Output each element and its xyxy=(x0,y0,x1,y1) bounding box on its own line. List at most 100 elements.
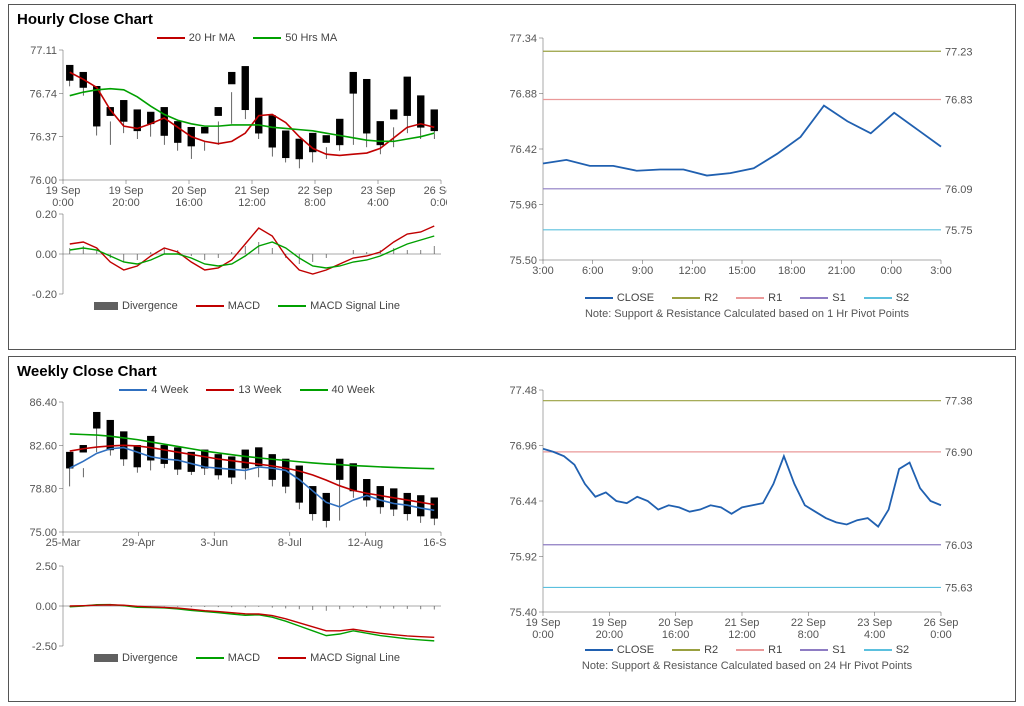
svg-text:2.50: 2.50 xyxy=(36,562,57,573)
weekly-sr-note: Note: Support & Resistance Calculated ba… xyxy=(497,660,997,672)
svg-text:75.92: 75.92 xyxy=(509,552,537,564)
legend-swatch xyxy=(278,657,306,659)
legend-label: 20 Hr MA xyxy=(189,32,235,44)
legend-label: 50 Hrs MA xyxy=(285,32,337,44)
hourly-sr-legend: CLOSE R2 R1 S1 S2 xyxy=(497,290,997,306)
svg-text:0:00: 0:00 xyxy=(430,197,447,209)
svg-text:26 Sep: 26 Sep xyxy=(424,185,447,197)
legend-label: 4 Week xyxy=(151,384,188,396)
legend-label: S2 xyxy=(896,292,909,304)
weekly-price-legend: 4 Week 13 Week 40 Week xyxy=(17,382,477,398)
legend-item: MACD Signal Line xyxy=(278,300,400,312)
weekly-price-chart: 75.0078.8082.6086.4025-Mar29-Apr3-Jun8-J… xyxy=(17,398,447,562)
legend-item: S1 xyxy=(800,292,845,304)
svg-text:0.00: 0.00 xyxy=(36,249,57,261)
svg-text:76.09: 76.09 xyxy=(945,184,973,196)
legend-label: R1 xyxy=(768,644,782,656)
legend-item: 20 Hr MA xyxy=(157,32,235,44)
svg-text:86.40: 86.40 xyxy=(29,398,57,409)
legend-item: CLOSE xyxy=(585,644,654,656)
svg-text:19 Sep: 19 Sep xyxy=(526,617,561,629)
svg-text:22 Sep: 22 Sep xyxy=(791,617,826,629)
svg-text:0:00: 0:00 xyxy=(930,629,951,641)
svg-text:76.37: 76.37 xyxy=(29,132,57,144)
legend-swatch xyxy=(94,302,118,310)
legend-label: CLOSE xyxy=(617,292,654,304)
legend-item: S1 xyxy=(800,644,845,656)
svg-text:12:00: 12:00 xyxy=(728,629,756,641)
hourly-price-chart: 76.0076.3776.7477.1119 Sep0:0019 Sep20:0… xyxy=(17,46,447,210)
legend-item: R2 xyxy=(672,292,718,304)
svg-text:4:00: 4:00 xyxy=(367,197,388,209)
legend-swatch xyxy=(800,297,828,299)
svg-text:26 Sep: 26 Sep xyxy=(924,617,959,629)
svg-text:15:00: 15:00 xyxy=(728,265,756,277)
legend-item: R1 xyxy=(736,292,782,304)
legend-item: Divergence xyxy=(94,300,178,312)
legend-item: 40 Week xyxy=(300,384,375,396)
legend-swatch xyxy=(300,389,328,391)
legend-item: S2 xyxy=(864,292,909,304)
hourly-body: 20 Hr MA50 Hrs MA 76.0076.3776.7477.1119… xyxy=(17,30,1007,340)
hourly-macd-legend: Divergence MACD MACD Signal Line xyxy=(17,298,477,314)
svg-text:78.80: 78.80 xyxy=(29,484,57,496)
hourly-price-legend: 20 Hr MA 50 Hrs MA xyxy=(17,30,477,46)
legend-swatch xyxy=(864,649,892,651)
svg-text:22 Sep: 22 Sep xyxy=(298,185,333,197)
svg-text:25-Mar: 25-Mar xyxy=(46,537,81,549)
svg-text:23 Sep: 23 Sep xyxy=(361,185,396,197)
legend-label: Divergence xyxy=(122,652,178,664)
svg-text:8-Jul: 8-Jul xyxy=(278,537,302,549)
svg-text:0:00: 0:00 xyxy=(532,629,553,641)
weekly-section: Weekly Close Chart 4 Week13 Week40 Week … xyxy=(8,356,1016,702)
legend-swatch xyxy=(278,305,306,307)
svg-text:76.74: 76.74 xyxy=(29,88,57,100)
svg-text:29-Apr: 29-Apr xyxy=(122,537,155,549)
legend-label: MACD xyxy=(228,652,260,664)
svg-text:12:00: 12:00 xyxy=(678,265,706,277)
hourly-macd-chart: -0.200.000.20 xyxy=(17,210,447,298)
svg-text:82.60: 82.60 xyxy=(29,440,57,452)
svg-text:6:00: 6:00 xyxy=(582,265,603,277)
legend-label: Divergence xyxy=(122,300,178,312)
svg-text:75.96: 75.96 xyxy=(509,200,537,212)
weekly-title: Weekly Close Chart xyxy=(17,363,1007,380)
legend-label: MACD xyxy=(228,300,260,312)
svg-text:-2.50: -2.50 xyxy=(32,641,57,650)
legend-item: 13 Week xyxy=(206,384,281,396)
svg-text:21:00: 21:00 xyxy=(828,265,856,277)
legend-item: MACD Signal Line xyxy=(278,652,400,664)
svg-text:75.75: 75.75 xyxy=(945,225,973,237)
svg-text:3:00: 3:00 xyxy=(532,265,553,277)
svg-text:18:00: 18:00 xyxy=(778,265,806,277)
hourly-right-col: 75.5075.9676.4276.8877.343:006:009:0012:… xyxy=(497,30,997,340)
svg-text:76.42: 76.42 xyxy=(509,144,537,156)
svg-text:77.38: 77.38 xyxy=(945,396,973,408)
legend-item: 50 Hrs MA xyxy=(253,32,337,44)
svg-text:3:00: 3:00 xyxy=(930,265,951,277)
svg-text:16:00: 16:00 xyxy=(662,629,690,641)
weekly-sr-legend: CLOSE R2 R1 S1 S2 xyxy=(497,642,997,658)
svg-text:20:00: 20:00 xyxy=(112,197,140,209)
svg-text:76.44: 76.44 xyxy=(509,496,537,508)
svg-text:21 Sep: 21 Sep xyxy=(725,617,760,629)
legend-label: S1 xyxy=(832,644,845,656)
hourly-title: Hourly Close Chart xyxy=(17,11,1007,28)
svg-text:19 Sep: 19 Sep xyxy=(592,617,627,629)
legend-label: R2 xyxy=(704,644,718,656)
legend-swatch xyxy=(736,649,764,651)
svg-text:20:00: 20:00 xyxy=(596,629,624,641)
legend-label: CLOSE xyxy=(617,644,654,656)
legend-label: S2 xyxy=(896,644,909,656)
legend-item: 4 Week xyxy=(119,384,188,396)
legend-swatch xyxy=(800,649,828,651)
svg-text:3-Jun: 3-Jun xyxy=(200,537,228,549)
svg-text:77.23: 77.23 xyxy=(945,46,973,58)
svg-text:75.63: 75.63 xyxy=(945,582,973,594)
svg-text:77.34: 77.34 xyxy=(509,33,537,45)
legend-label: 40 Week xyxy=(332,384,375,396)
weekly-right-col: 75.4075.9276.4476.9677.4819 Sep0:0019 Se… xyxy=(497,382,997,692)
svg-text:76.03: 76.03 xyxy=(945,540,973,552)
legend-swatch xyxy=(157,37,185,39)
weekly-macd-legend: Divergence MACD MACD Signal Line xyxy=(17,650,477,666)
